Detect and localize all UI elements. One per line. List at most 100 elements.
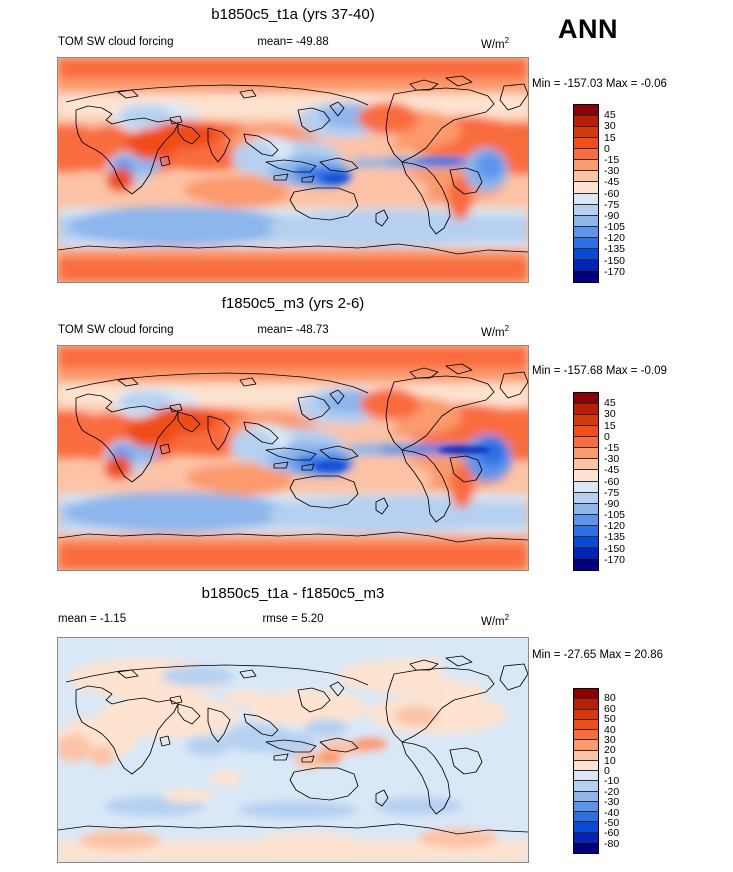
- panel-diff-title: b1850c5_t1a - f1850c5_m3: [201, 585, 385, 602]
- colorbar-band-15: [574, 842, 598, 853]
- panel-top-left-label: TOM SW cloud forcing: [58, 36, 174, 48]
- colorbar-band-12: [574, 812, 598, 823]
- colorbar-tick-label: -60: [604, 187, 620, 200]
- colorbar-band-14: [574, 832, 598, 843]
- panel-top-title: b1850c5_t1a (yrs 37-40): [211, 6, 375, 23]
- colorbar-band-6: [574, 459, 598, 471]
- panel-diff-rmse-label: rmse = 5.20: [262, 613, 324, 625]
- colorbar-tick-label: 60: [604, 702, 616, 715]
- colorbar-band-2: [574, 415, 598, 427]
- colorbar-band-7: [574, 760, 598, 771]
- colorbar-tick-label: -50: [604, 816, 620, 829]
- colorbar-band-4: [574, 149, 598, 161]
- colorbar-tick-label: 40: [604, 723, 616, 736]
- panel-top-colorbar[interactable]: [573, 104, 599, 283]
- panel-diff-colorbar-bands: [574, 689, 598, 853]
- colorbar-band-11: [574, 226, 598, 238]
- panel-middle-units-label: W/m2: [481, 324, 509, 339]
- panel-middle-left-label: TOM SW cloud forcing: [58, 324, 174, 336]
- colorbar-band-3: [574, 719, 598, 730]
- colorbar-band-9: [574, 781, 598, 792]
- panel-diff-mean-label: mean = -1.15: [58, 613, 127, 625]
- colorbar-band-14: [574, 547, 598, 559]
- colorbar-tick-label: -10: [604, 775, 620, 788]
- colorbar-band-8: [574, 193, 598, 205]
- colorbar-band-12: [574, 237, 598, 249]
- coastlines: [58, 75, 528, 255]
- colorbar-band-6: [574, 171, 598, 183]
- colorbar-tick-label: -120: [604, 520, 626, 533]
- colorbar-band-10: [574, 215, 598, 227]
- colorbar-band-13: [574, 248, 598, 260]
- panel-middle-colorbar-ticks: 45 30 15 0 -15 -30 -45 -60 -75 -90 -105 -120 -135 -15…: [604, 392, 664, 571]
- units-exponent: 2: [504, 613, 510, 622]
- colorbar-band-8: [574, 481, 598, 493]
- panel-top-colorbar-bands: [574, 105, 598, 282]
- panel-top-minmax: Min = -157.03 Max = -0.06: [532, 78, 667, 90]
- colorbar-tick-label: 0: [604, 142, 610, 155]
- colorbar-tick-label: -105: [604, 221, 626, 234]
- panel-middle-minmax: Min = -157.68 Max = -0.09: [532, 365, 667, 377]
- colorbar-band-13: [574, 822, 598, 833]
- colorbar-band-12: [574, 525, 598, 537]
- colorbar-band-3: [574, 426, 598, 438]
- panel-middle-map[interactable]: [57, 345, 529, 571]
- panel-top-map[interactable]: [57, 57, 529, 283]
- colorbar-band-4: [574, 730, 598, 741]
- season-label: ANN: [558, 14, 618, 44]
- panel-diff-units-label: W/m2: [481, 613, 509, 628]
- colorbar-band-4: [574, 437, 598, 449]
- colorbar-band-11: [574, 514, 598, 526]
- colorbar-tick-label: 0: [604, 430, 610, 443]
- panel-diff-colorbar-ticks: 80 60 50 40 30 20 10 0 -10 -20 -30 -40 -50 -60 -80: [604, 688, 664, 854]
- colorbar-tick-label: -15: [604, 441, 620, 454]
- colorbar-tick-label: 15: [604, 131, 616, 144]
- colorbar-band-3: [574, 138, 598, 150]
- colorbar-band-5: [574, 160, 598, 172]
- colorbar-tick-label: 30: [604, 120, 616, 133]
- panel-middle-colorbar[interactable]: [573, 392, 599, 571]
- colorbar-tick-label: -105: [604, 509, 626, 522]
- colorbar-tick-label: -20: [604, 785, 620, 798]
- units-text: W/m: [481, 326, 505, 339]
- colorbar-band-6: [574, 750, 598, 761]
- colorbar-band-0: [574, 393, 598, 405]
- colorbar-tick-label: -90: [604, 209, 620, 222]
- colorbar-band-7: [574, 470, 598, 482]
- colorbar-tick-label: -150: [604, 254, 626, 267]
- colorbar-tick-label: 20: [604, 744, 616, 757]
- panel-diff-colorbar[interactable]: [573, 688, 599, 854]
- colorbar-band-0: [574, 105, 598, 117]
- colorbar-band-2: [574, 127, 598, 139]
- colorbar-tick-label: -135: [604, 243, 626, 256]
- colorbar-band-5: [574, 740, 598, 751]
- colorbar-tick-label: -30: [604, 453, 620, 466]
- colorbar-tick-label: -170: [604, 553, 626, 566]
- colorbar-tick-label: 10: [604, 754, 616, 767]
- units-exponent: 2: [504, 36, 510, 45]
- colorbar-band-1: [574, 404, 598, 416]
- panel-diff-minmax: Min = -27.65 Max = 20.86: [532, 649, 664, 661]
- colorbar-band-15: [574, 558, 598, 570]
- coastlines: [58, 363, 528, 543]
- panel-top-mean-label: mean= -49.88: [257, 36, 329, 48]
- colorbar-band-8: [574, 771, 598, 782]
- colorbar-tick-label: -120: [604, 232, 626, 245]
- panel-top-colorbar-ticks: 45 30 15 0 -15 -30 -45 -60 -75 -90 -105 -120 -135 -15…: [604, 104, 664, 283]
- colorbar-tick-label: 80: [604, 692, 616, 705]
- panel-diff-map[interactable]: [57, 637, 529, 863]
- colorbar-tick-label: -60: [604, 827, 620, 840]
- colorbar-tick-label: -75: [604, 486, 620, 499]
- panel-middle-colorbar-bands: [574, 393, 598, 570]
- colorbar-band-10: [574, 791, 598, 802]
- colorbar-tick-label: 45: [604, 397, 616, 410]
- units-text: W/m: [481, 615, 505, 628]
- colorbar-tick-label: -150: [604, 542, 626, 555]
- colorbar-tick-label: -135: [604, 531, 626, 544]
- colorbar-band-15: [574, 270, 598, 282]
- colorbar-band-7: [574, 182, 598, 194]
- colorbar-band-2: [574, 709, 598, 720]
- colorbar-tick-label: -15: [604, 153, 620, 166]
- panel-middle-title: f1850c5_m3 (yrs 2-6): [221, 295, 365, 312]
- colorbar-tick-label: 50: [604, 713, 616, 726]
